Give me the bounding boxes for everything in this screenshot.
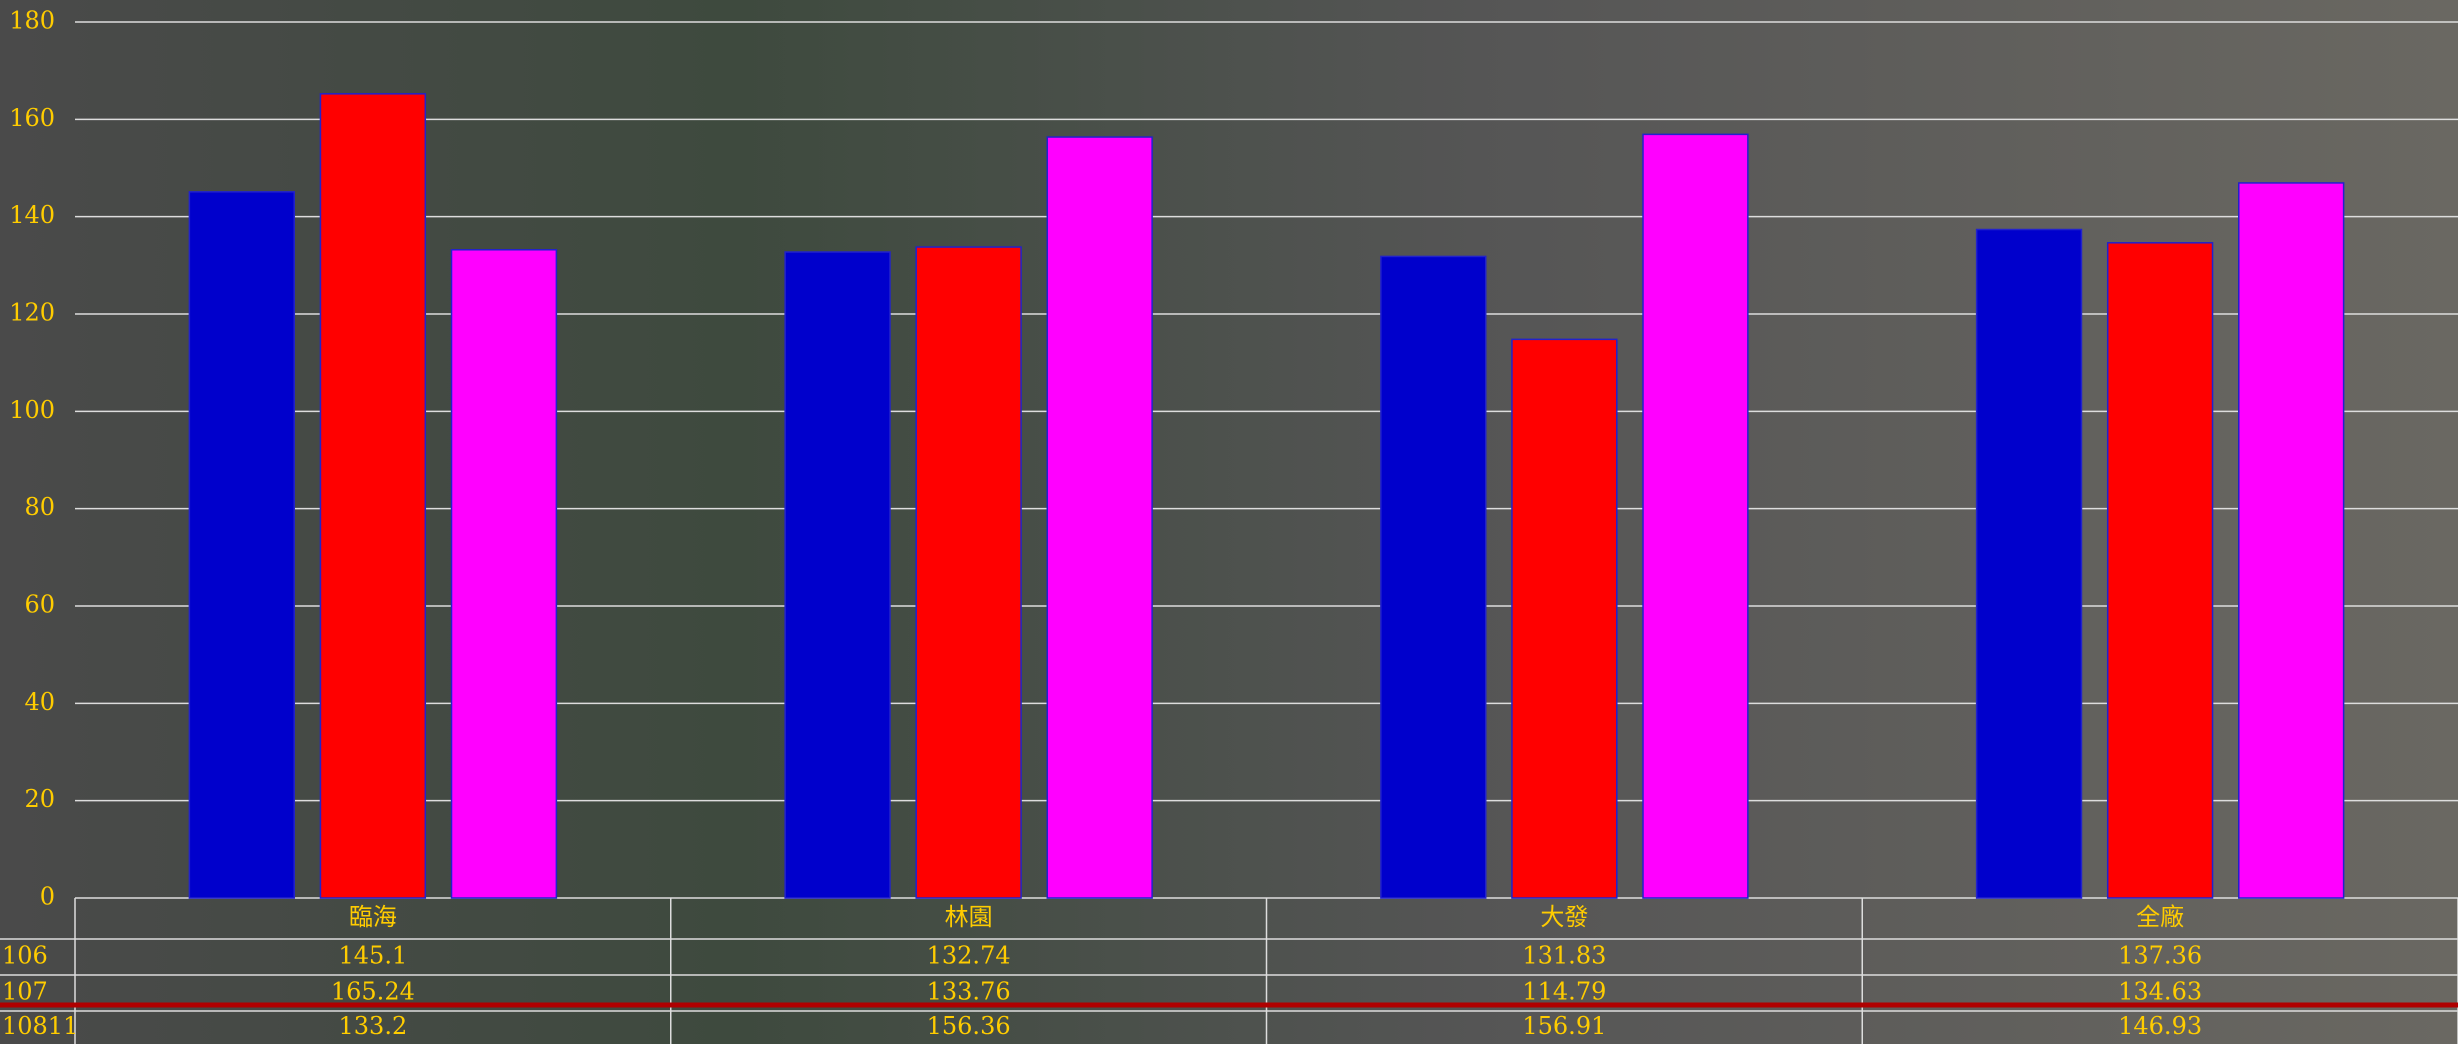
y-tick-label: 180 — [9, 7, 55, 35]
bar — [1975, 228, 2083, 899]
bars — [188, 93, 2345, 899]
y-tick-label: 100 — [9, 396, 55, 424]
table-value: 134.63 — [2118, 978, 2202, 1006]
y-tick-label: 80 — [24, 493, 55, 521]
table-value: 133.2 — [339, 1012, 408, 1040]
y-tick-label: 120 — [9, 299, 55, 327]
x-tick-label: 全廠 — [2136, 903, 2184, 931]
table-value: 114.79 — [1522, 978, 1606, 1006]
bar — [188, 191, 295, 899]
bar — [784, 251, 891, 899]
bar — [2238, 182, 2345, 899]
table-value: 132.74 — [927, 942, 1011, 970]
y-tick-label: 60 — [24, 591, 55, 619]
bar — [915, 246, 1022, 899]
y-tick-label: 140 — [9, 201, 55, 229]
bar — [2106, 242, 2214, 899]
series-name: 106 — [2, 942, 48, 970]
table-value: 156.91 — [1522, 1012, 1606, 1040]
table-value: 156.36 — [927, 1012, 1011, 1040]
bar — [1511, 338, 1618, 899]
y-tick-label: 40 — [24, 688, 55, 716]
table-value: 165.24 — [331, 978, 415, 1006]
y-tick-label: 0 — [40, 883, 55, 911]
x-tick-label: 林園 — [945, 903, 993, 931]
x-tick-label: 大發 — [1540, 903, 1588, 931]
data-table: 臨海 145.1 165.24 133.2 林園 132.74 133.76 156.36 大發… — [0, 898, 2458, 1044]
bar — [319, 93, 427, 899]
bar — [1046, 136, 1153, 899]
x-tick-label: 臨海 — [349, 903, 397, 931]
series-name: 10811 — [2, 1012, 78, 1040]
table-value: 131.83 — [1522, 942, 1606, 970]
table-value: 145.1 — [339, 942, 408, 970]
y-tick-label: 20 — [24, 785, 55, 813]
table-value: 133.76 — [927, 978, 1011, 1006]
table-value: 137.36 — [2118, 942, 2202, 970]
series-name: 107 — [2, 978, 48, 1006]
bar — [1642, 133, 1749, 899]
bar — [450, 249, 558, 899]
table-value: 146.93 — [2118, 1012, 2202, 1040]
y-tick-label: 160 — [9, 104, 55, 132]
bar — [1380, 255, 1487, 899]
